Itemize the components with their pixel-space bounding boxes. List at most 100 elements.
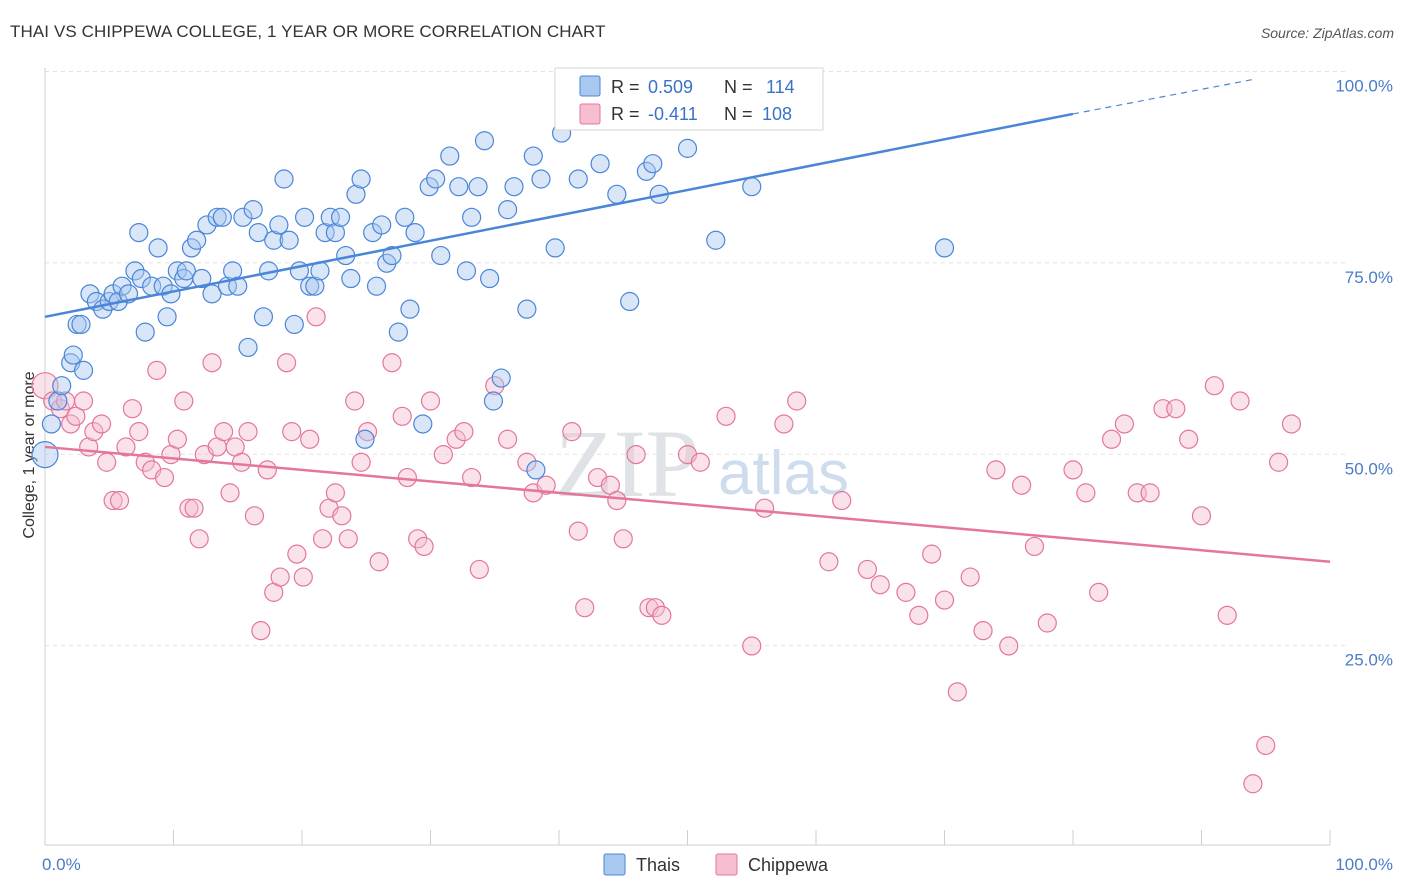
- thais-point: [52, 376, 72, 396]
- chippewa-point: [66, 406, 86, 426]
- chippewa-point: [774, 414, 794, 434]
- y-tick-label: 25.0%: [1345, 651, 1393, 670]
- thais-point: [545, 238, 565, 258]
- legend-n-value: 114: [766, 77, 795, 97]
- chippewa-point: [1024, 536, 1045, 557]
- chippewa-point: [986, 460, 1006, 480]
- thais-point: [305, 276, 325, 296]
- thais-point: [498, 200, 518, 220]
- thais-point: [73, 360, 94, 380]
- chippewa-point: [369, 552, 389, 572]
- chippewa-point: [357, 422, 378, 442]
- thais-point: [197, 215, 217, 235]
- chippewa-point: [536, 475, 556, 495]
- chippewa-point: [896, 582, 916, 602]
- thais-point: [284, 314, 304, 335]
- chippewa-point: [999, 636, 1019, 656]
- thais-point: [568, 169, 588, 189]
- thais-point: [706, 230, 726, 250]
- thais-point: [526, 460, 546, 480]
- thais-point: [176, 261, 196, 281]
- chippewa-point: [270, 567, 290, 587]
- chippewa-point: [312, 529, 333, 549]
- chippewa-point: [220, 483, 240, 503]
- thais-point: [456, 261, 477, 281]
- thais-point: [243, 200, 263, 220]
- chippewa-point: [257, 460, 277, 480]
- chippewa-point: [1217, 605, 1237, 625]
- legend-swatch-chippewa: [579, 103, 601, 125]
- thais-point: [677, 138, 698, 158]
- chippewa-point: [754, 498, 775, 518]
- chippewa-point: [1063, 460, 1083, 480]
- chippewa-point: [122, 399, 142, 419]
- thais-point: [419, 177, 439, 197]
- chippewa-point: [870, 575, 890, 595]
- thais-point: [440, 146, 460, 166]
- thais-trend-line: [44, 112, 1074, 319]
- series-chippewa-points: [31, 307, 1302, 794]
- legend-r-label: R =: [611, 104, 640, 124]
- thais-point: [474, 131, 495, 151]
- thais-point: [620, 291, 640, 312]
- series-thais-points: [31, 69, 955, 480]
- thais-point: [228, 276, 248, 296]
- chippewa-point: [84, 422, 104, 442]
- chippewa-point: [909, 605, 929, 625]
- y-tick-label: 100.0%: [1335, 77, 1393, 96]
- thais-point: [934, 238, 955, 258]
- chippewa-point: [1281, 414, 1302, 434]
- chippewa-point: [819, 552, 839, 572]
- thais-point: [388, 322, 408, 342]
- thais-point: [325, 223, 346, 243]
- thais-point: [531, 169, 551, 189]
- chippewa-trend-line: [44, 445, 1331, 564]
- x-axis-tick-labels: 0.0% 100.0%: [42, 855, 1393, 874]
- chippewa-point: [1179, 429, 1199, 449]
- chippewa-point: [469, 559, 489, 580]
- thais-point: [253, 307, 274, 327]
- chippewa-point: [382, 353, 402, 373]
- thais-trend-extension: [1072, 78, 1254, 115]
- chippewa-point: [575, 598, 595, 618]
- thais-point: [366, 276, 387, 296]
- y-tick-label: 75.0%: [1345, 268, 1393, 287]
- thais-point: [131, 268, 151, 289]
- legend-label-thais: Thais: [636, 855, 680, 875]
- grid-lines: [45, 71, 1345, 647]
- chippewa-point: [338, 529, 358, 549]
- chippewa-point: [857, 559, 878, 580]
- thais-point: [395, 207, 415, 227]
- chippewa-point: [1243, 774, 1263, 794]
- chippewa-point: [251, 621, 271, 641]
- y-axis-title: College, 1 year or more: [21, 371, 38, 538]
- thais-point: [523, 146, 543, 166]
- thais-point: [480, 268, 500, 289]
- chippewa-point: [1076, 483, 1096, 503]
- chippewa-point: [282, 422, 302, 442]
- chippewa-point: [690, 452, 710, 472]
- thais-point: [400, 299, 420, 319]
- chippewa-point: [568, 521, 588, 541]
- correlation-legend: R = 0.509 N = 114 R = -0.411 N = 108: [554, 67, 824, 131]
- chippewa-point: [154, 467, 175, 488]
- chippewa-point: [1011, 475, 1032, 495]
- chippewa-point: [1114, 414, 1135, 434]
- chippewa-point: [238, 422, 258, 442]
- thais-point: [426, 169, 446, 189]
- thais-point: [300, 276, 320, 296]
- thais-point: [351, 169, 371, 189]
- thais-point: [238, 337, 258, 358]
- chippewa-point: [1166, 399, 1186, 419]
- thais-point: [63, 345, 83, 365]
- thais-point: [264, 230, 284, 250]
- chippewa-point: [1037, 613, 1057, 633]
- chippewa-point: [109, 490, 130, 511]
- chippewa-point: [832, 490, 852, 511]
- chippewa-point: [276, 353, 297, 373]
- thais-point: [80, 284, 100, 304]
- chippewa-point: [973, 621, 993, 641]
- chippewa-point: [174, 391, 194, 411]
- x-tick-label: 0.0%: [42, 855, 81, 874]
